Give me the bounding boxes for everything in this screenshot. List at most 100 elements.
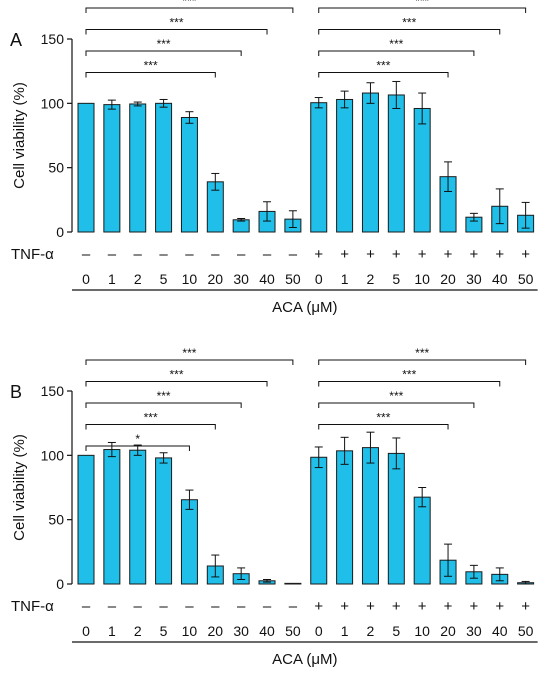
significance-bracket [85,402,242,408]
category-label: 10 [414,271,430,287]
bar [103,449,121,585]
x-axis-label: ACA (μM) [272,651,337,668]
category-label: 30 [466,623,482,639]
significance-label: *** [157,389,171,403]
category-label: 0 [82,623,90,639]
significance-label: *** [170,16,184,30]
category-label: 30 [233,623,249,639]
significance-bracket [85,72,216,78]
treatment-sign: – [263,598,272,615]
significance-bracket [85,445,190,451]
bar [361,447,379,585]
treatment-sign: – [159,598,168,615]
category-label: 1 [108,623,116,639]
significance-bracket [318,424,449,430]
y-tick-label: 100 [41,447,65,463]
treatment-sign: – [134,598,143,615]
panel-label: A [10,30,22,50]
significance-bracket [85,381,268,387]
bar [413,107,431,233]
category-label: 50 [518,271,534,287]
category-label: 40 [492,271,508,287]
bar [284,582,302,585]
bar [413,496,431,585]
x-axis-label: ACA (μM) [272,299,337,316]
treatment-sign: + [418,598,427,615]
treatment-sign: – [211,246,220,263]
category-label: 30 [233,271,249,287]
treatment-sign: – [185,246,194,263]
treatment-sign: – [82,246,91,263]
treatment-sign: + [392,598,401,615]
category-label: 2 [134,271,142,287]
significance-bracket [318,7,527,13]
significance-bracket [318,381,501,387]
bar [387,94,405,233]
bar [336,450,354,585]
y-tick-label: 50 [48,512,64,528]
treatment-sign: + [495,598,504,615]
y-tick-label: 150 [41,31,65,47]
significance-bracket [318,50,475,56]
significance-label: *** [157,37,171,51]
y-tick-label: 50 [48,160,64,176]
significance-label: *** [182,0,196,8]
bar [232,219,250,233]
treatment-sign: + [314,246,323,263]
bar [129,103,147,233]
category-label: 40 [259,271,275,287]
treatment-sign: – [108,598,117,615]
category-label: 30 [466,271,482,287]
significance-label: *** [144,59,158,73]
bar [180,116,198,233]
treatment-sign: + [495,246,504,263]
treatment-sign: – [134,246,143,263]
treatment-sign: + [444,598,453,615]
treatment-sign: + [366,598,375,615]
category-label: 50 [285,271,301,287]
significance-bracket [318,29,501,35]
category-label: 40 [259,623,275,639]
treatment-sign: + [521,246,530,263]
treatment-sign: + [521,598,530,615]
significance-label: *** [389,389,403,403]
treatment-sign: – [108,246,117,263]
category-label: 0 [315,623,323,639]
bar [129,449,147,585]
significance-label: *** [389,37,403,51]
category-label: 1 [108,271,116,287]
significance-label: *** [376,59,390,73]
category-label: 2 [134,623,142,639]
bar [336,98,354,233]
significance-bracket [318,359,527,365]
significance-bracket [318,402,475,408]
significance-label: *** [144,411,158,425]
treatment-sign: + [470,246,479,263]
category-label: 20 [440,271,456,287]
category-label: 40 [492,623,508,639]
significance-label: *** [415,346,429,360]
category-label: 10 [182,623,198,639]
bar [155,457,173,585]
y-tick-label: 0 [56,224,64,240]
bar [387,452,405,585]
significance-bracket [85,7,294,13]
category-label: 5 [392,623,400,639]
bar [155,102,173,233]
category-label: 5 [392,271,400,287]
treatment-row-label: TNF-α [11,246,54,263]
significance-bracket [85,50,242,56]
category-label: 10 [182,271,198,287]
category-label: 2 [367,271,375,287]
bar [180,499,198,585]
treatment-sign: + [392,246,401,263]
treatment-sign: – [263,246,272,263]
significance-label: *** [170,368,184,382]
treatment-sign: + [444,246,453,263]
significance-label: *** [402,368,416,382]
treatment-sign: – [289,246,298,263]
y-tick-label: 0 [56,576,64,592]
category-label: 10 [414,623,430,639]
treatment-sign: – [237,246,246,263]
